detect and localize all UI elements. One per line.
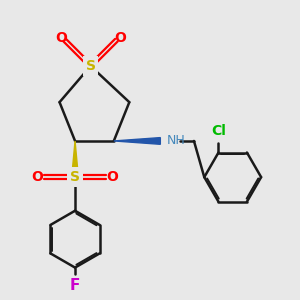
Text: O: O <box>106 170 119 184</box>
Polygon shape <box>72 141 78 177</box>
Text: F: F <box>70 278 80 293</box>
Text: O: O <box>114 31 126 45</box>
Text: S: S <box>70 170 80 184</box>
Text: O: O <box>32 170 44 184</box>
Text: S: S <box>85 59 96 73</box>
Text: Cl: Cl <box>211 124 226 138</box>
Polygon shape <box>114 138 160 144</box>
Text: NH: NH <box>167 134 185 148</box>
Text: O: O <box>55 31 67 45</box>
